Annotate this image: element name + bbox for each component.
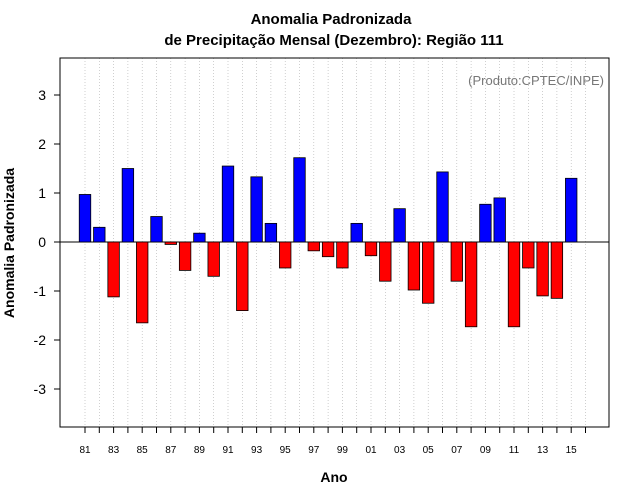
bar-2001 <box>364 241 378 257</box>
x-axis-label: Ano <box>320 469 347 485</box>
bar-1994 <box>264 222 278 243</box>
bar-1991 <box>221 165 235 243</box>
source-note: (Produto:CPTEC/INPE) <box>468 73 604 88</box>
bar-1990 <box>207 241 220 277</box>
bar-1993 <box>250 176 263 243</box>
bar-2004 <box>407 241 421 291</box>
bar-2013 <box>536 241 549 297</box>
x-tick-label: 07 <box>451 445 463 456</box>
x-tick-label: 11 <box>509 445 520 456</box>
y-tick-label: -1 <box>34 283 47 299</box>
bar-1986 <box>150 216 163 243</box>
bar-1981 <box>78 194 92 243</box>
y-axis: -3 -2 -1 0 1 2 3 <box>34 87 60 397</box>
bar-1992 <box>236 241 249 311</box>
x-tick-label: 03 <box>394 445 406 456</box>
x-tick-label: 83 <box>108 445 120 456</box>
x-tick-label: 85 <box>137 445 149 456</box>
bar-2015 <box>565 177 578 243</box>
bar-1995 <box>279 241 292 269</box>
bar-series <box>78 157 578 328</box>
y-tick-label: -3 <box>34 381 47 397</box>
bar-2000 <box>350 222 363 243</box>
y-tick-label: -2 <box>34 332 47 348</box>
bar-1998 <box>321 241 335 258</box>
bar-2012 <box>522 241 535 269</box>
bar-2007 <box>450 241 463 282</box>
x-axis: 81 83 85 87 89 91 93 95 97 99 01 03 05 07 09 11 13 15 <box>79 427 586 456</box>
bar-2011 <box>507 241 521 328</box>
x-tick-label: 05 <box>423 445 435 456</box>
bar-1996 <box>293 157 306 243</box>
bar-2009 <box>479 203 492 243</box>
bar-1984 <box>121 168 135 243</box>
x-tick-label: 81 <box>79 445 91 456</box>
x-tick-label: 91 <box>222 445 234 456</box>
y-tick-label: 2 <box>38 136 46 152</box>
bar-2003 <box>393 208 406 243</box>
bar-1989 <box>193 232 206 243</box>
bar-1997 <box>307 241 320 252</box>
bar-2002 <box>379 241 392 282</box>
bar-1987 <box>164 241 177 245</box>
y-tick-label: 1 <box>38 185 46 201</box>
bar-2006 <box>436 171 449 243</box>
chart-title-line2: de Precipitação Mensal (Dezembro): Regiã… <box>164 32 503 49</box>
bar-1985 <box>136 241 149 324</box>
bar-1999 <box>336 241 349 269</box>
x-tick-label: 95 <box>280 445 292 456</box>
y-tick-label: 0 <box>38 234 46 250</box>
x-tick-label: 93 <box>251 445 263 456</box>
x-tick-label: 09 <box>480 445 492 456</box>
bar-2010 <box>493 197 506 243</box>
x-tick-label: 87 <box>165 445 177 456</box>
bar-1983 <box>107 241 120 298</box>
chart-title-line1: Anomalia Padronizada <box>251 11 413 28</box>
x-tick-label: 01 <box>365 445 377 456</box>
bar-2014 <box>550 241 564 299</box>
x-tick-label: 99 <box>337 445 349 456</box>
x-tick-label: 97 <box>308 445 320 456</box>
bar-2005 <box>422 241 435 304</box>
x-tick-label: 13 <box>537 445 549 456</box>
bar-2008 <box>464 241 478 328</box>
x-tick-label: 15 <box>566 445 578 456</box>
y-tick-label: 3 <box>38 87 46 103</box>
bar-1982 <box>93 226 106 243</box>
y-axis-label: Anomalia Padronizada <box>1 168 17 318</box>
bar-1988 <box>178 241 192 271</box>
x-tick-label: 89 <box>194 445 206 456</box>
